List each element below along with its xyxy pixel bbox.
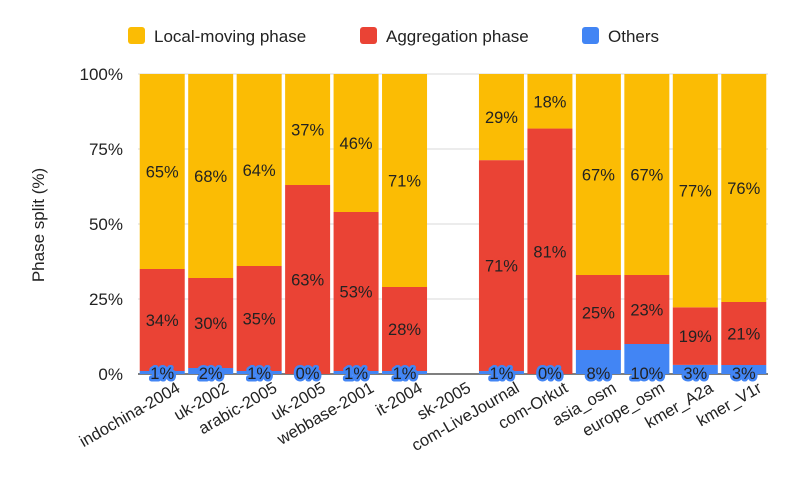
- bar-aggregation-phase-uk-2005: [285, 185, 331, 374]
- data-label-aggregation-phase: 19%: [679, 328, 712, 346]
- legend-label: Others: [608, 27, 659, 46]
- bar-aggregation-phase-indochina-2004: [139, 269, 185, 371]
- data-label-others: 1%: [490, 365, 514, 383]
- y-tick-label: 75%: [89, 140, 123, 159]
- data-label-aggregation-phase: 81%: [533, 243, 566, 261]
- bar-aggregation-phase-kmer-a2a: [672, 307, 718, 365]
- bar-aggregation-phase-webbase-2001: [333, 212, 379, 371]
- data-label-others: 1%: [393, 365, 417, 383]
- data-label-aggregation-phase: 21%: [727, 326, 760, 344]
- bar-others-kmer-v1r: [721, 365, 767, 374]
- bar-local-moving-phase-uk-2005: [285, 74, 331, 185]
- bar-aggregation-phase-com-livejournal: [478, 160, 524, 372]
- data-label-local-moving-phase: 67%: [582, 167, 615, 185]
- y-axis-title: Phase split (%): [29, 168, 48, 282]
- bar-local-moving-phase-europe-osm: [624, 74, 670, 275]
- data-label-others: 8%: [586, 365, 610, 383]
- legend-item-aggregation-phase: Aggregation phase: [360, 27, 529, 46]
- bars: [139, 74, 767, 374]
- data-label-local-moving-phase: 77%: [679, 183, 712, 201]
- legend-swatch: [360, 27, 377, 44]
- data-label-aggregation-phase: 28%: [388, 321, 421, 339]
- data-label-local-moving-phase: 18%: [533, 93, 566, 111]
- legend-label: Aggregation phase: [386, 27, 529, 46]
- bar-aggregation-phase-com-orkut: [527, 128, 573, 374]
- data-label-aggregation-phase: 63%: [291, 272, 324, 290]
- bar-others-webbase-2001: [333, 371, 379, 374]
- data-label-others: 1%: [150, 365, 174, 383]
- data-label-aggregation-phase: 35%: [243, 311, 276, 329]
- bar-local-moving-phase-indochina-2004: [139, 74, 185, 269]
- x-axis: indochina-2004uk-2002arabic-2005uk-2005w…: [77, 378, 766, 455]
- bar-local-moving-phase-asia-osm: [575, 74, 621, 275]
- data-label-local-moving-phase: 76%: [727, 180, 760, 198]
- data-label-others: 1%: [247, 365, 271, 383]
- data-label-others: 3%: [683, 365, 707, 383]
- x-tick-label-indochina-2004: indochina-2004: [77, 379, 184, 451]
- bar-aggregation-phase-uk-2002: [188, 278, 234, 368]
- bar-local-moving-phase-webbase-2001: [333, 74, 379, 212]
- legend-label: Local-moving phase: [154, 27, 306, 46]
- data-label-local-moving-phase: 46%: [340, 135, 373, 153]
- data-label-aggregation-phase: 53%: [340, 284, 373, 302]
- legend-swatch: [582, 27, 599, 44]
- data-label-local-moving-phase: 64%: [243, 162, 276, 180]
- data-label-others: 0%: [296, 365, 320, 383]
- bar-local-moving-phase-com-livejournal: [478, 74, 524, 161]
- bar-others-uk-2002: [188, 368, 234, 374]
- bar-local-moving-phase-com-orkut: [527, 74, 573, 129]
- bar-local-moving-phase-kmer-v1r: [721, 74, 767, 302]
- data-label-others: 0%: [538, 365, 562, 383]
- bar-aggregation-phase-it-2004: [382, 287, 428, 371]
- bar-others-asia-osm: [575, 350, 621, 374]
- data-label-others: 3%: [732, 365, 756, 383]
- bar-others-arabic-2005: [236, 371, 282, 374]
- legend-swatch: [128, 27, 145, 44]
- data-label-aggregation-phase: 30%: [194, 315, 227, 333]
- bar-local-moving-phase-arabic-2005: [236, 74, 282, 266]
- data-label-others: 10%: [630, 365, 663, 383]
- bar-aggregation-phase-kmer-v1r: [721, 302, 767, 365]
- y-tick-label: 50%: [89, 215, 123, 234]
- bar-aggregation-phase-asia-osm: [575, 275, 621, 350]
- bar-aggregation-phase-arabic-2005: [236, 266, 282, 371]
- y-tick-label: 100%: [80, 65, 123, 84]
- data-label-local-moving-phase: 29%: [485, 109, 518, 127]
- legend: Local-moving phase Aggregation phase Other…: [128, 27, 659, 46]
- legend-item-others: Others: [582, 27, 659, 46]
- bar-local-moving-phase-kmer-a2a: [672, 74, 718, 308]
- data-label-aggregation-phase: 23%: [630, 302, 663, 320]
- bar-others-indochina-2004: [139, 371, 185, 374]
- data-label-local-moving-phase: 71%: [388, 173, 421, 191]
- data-label-local-moving-phase: 67%: [630, 167, 663, 185]
- data-label-local-moving-phase: 65%: [146, 164, 179, 182]
- bar-local-moving-phase-it-2004: [382, 74, 428, 287]
- data-label-local-moving-phase: 37%: [291, 122, 324, 140]
- data-label-others: 2%: [199, 365, 223, 383]
- bar-others-kmer-a2a: [672, 364, 718, 374]
- y-tick-label: 0%: [98, 365, 123, 384]
- bar-others-europe-osm: [624, 344, 670, 374]
- y-tick-label: 25%: [89, 290, 123, 309]
- data-label-aggregation-phase: 34%: [146, 312, 179, 330]
- data-label-others: 1%: [344, 365, 368, 383]
- bar-local-moving-phase-uk-2002: [188, 74, 234, 278]
- bar-others-it-2004: [382, 371, 428, 374]
- data-label-local-moving-phase: 68%: [194, 168, 227, 186]
- bar-aggregation-phase-europe-osm: [624, 275, 670, 344]
- y-axis: 0% 25% 50% 75% 100%: [80, 65, 123, 384]
- data-label-aggregation-phase: 71%: [485, 258, 518, 276]
- data-labels: 1% 34% 65% 2% 30% 68% 1% 35% 64% 0% 63% 37% 1% 53% 46%…: [143, 91, 763, 386]
- data-label-aggregation-phase: 25%: [582, 305, 615, 323]
- bar-others-com-livejournal: [478, 371, 524, 374]
- legend-item-local-moving-phase: Local-moving phase: [128, 27, 306, 46]
